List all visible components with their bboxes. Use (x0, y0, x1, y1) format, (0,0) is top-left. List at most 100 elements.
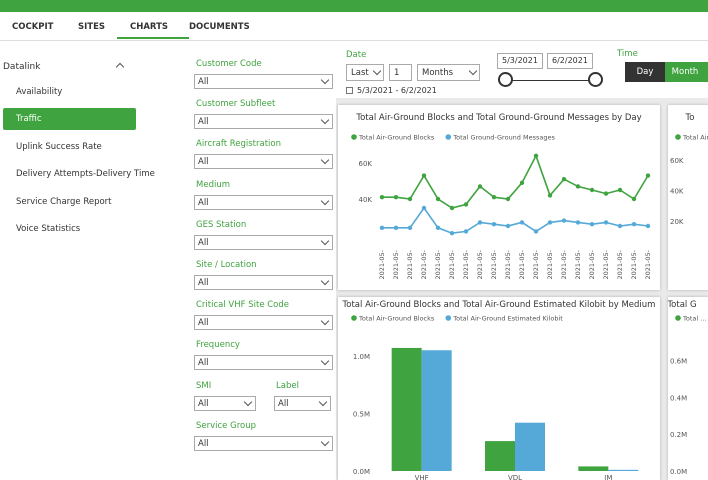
filter-dropdown[interactable]: All (194, 355, 333, 371)
point (533, 229, 539, 234)
filter-dropdown[interactable]: All (194, 114, 333, 130)
date-mode-text: Last (351, 68, 369, 78)
y-tick-label: 20K (670, 218, 684, 226)
date-unit[interactable]: Months (417, 64, 480, 81)
tab-underline (117, 37, 189, 39)
point (421, 173, 427, 178)
chevron (318, 397, 328, 406)
filter-label: Frequency (196, 340, 240, 351)
panel: To Total Air-... 20K 40K 60K (668, 105, 708, 290)
legend-swatch (675, 315, 681, 321)
sidebar-item[interactable]: Uplink Success Rate (16, 141, 102, 152)
end-date[interactable]: 6/2/2021 (547, 53, 593, 69)
chevron (468, 66, 478, 76)
legend-swatch (675, 134, 681, 140)
date-count[interactable]: 1 (389, 64, 412, 81)
chevron (320, 437, 330, 447)
point (547, 193, 553, 198)
chart-title: Total Air-Ground Blocks and Total Air-Gr… (342, 300, 656, 310)
slider-handle[interactable] (588, 72, 603, 87)
y-tick-label: 60K (359, 160, 373, 168)
y-tick-label: 40K (670, 188, 684, 196)
filter-label: Site / Location (196, 260, 257, 270)
top-bar (0, 0, 708, 12)
legend-swatch (445, 315, 452, 321)
y-tick-label: 0.0M (353, 468, 370, 476)
point (547, 220, 553, 225)
x-tick-label: 2021-05- (406, 249, 414, 279)
point (477, 220, 483, 225)
bar (421, 350, 452, 471)
y-tick-label: 60K (670, 157, 684, 165)
sidebar-group[interactable]: Datalink (3, 62, 41, 72)
filter-value: All (198, 438, 209, 449)
filter-dropdown[interactable]: All (194, 154, 333, 170)
separator (0, 40, 708, 41)
point (519, 180, 525, 185)
filter-dropdown[interactable]: All (274, 395, 331, 411)
x-tick-label: 2021-05- (560, 249, 568, 279)
filter-dropdown[interactable]: All (194, 395, 256, 411)
time-label: Time (617, 49, 638, 59)
sidebar-item[interactable]: Voice Statistics (16, 224, 81, 234)
sidebar-item[interactable]: Service Charge Report (16, 196, 112, 207)
filter-dropdown[interactable]: All (194, 74, 333, 89)
time-button[interactable] (704, 62, 708, 82)
point (645, 173, 651, 178)
time-button[interactable]: Month (665, 62, 705, 82)
filter-dropdown[interactable]: All (194, 234, 333, 250)
x-tick-label: 2021-05- (476, 249, 484, 279)
bar (485, 441, 515, 471)
point (379, 195, 385, 200)
filter-label: Critical VHF Site Code (196, 300, 290, 311)
sidebar-item[interactable]: Traffic (16, 114, 42, 125)
start-date[interactable]: 5/3/2021 (497, 53, 543, 69)
filter-dropdown[interactable]: All (194, 315, 333, 331)
filter-value: All (198, 358, 209, 369)
date-unit-text: Months (422, 68, 454, 78)
chevron (320, 276, 330, 286)
chevron (320, 75, 330, 85)
x-tick-label: VDL (508, 474, 522, 480)
x-tick-label: 2021-05- (434, 249, 442, 279)
x-tick-label: 2021-05- (462, 249, 470, 279)
filter-dropdown[interactable]: All (194, 194, 333, 210)
y-tick-label: 0.0M (670, 468, 687, 476)
bar (608, 469, 639, 471)
date-label: Date (346, 50, 367, 60)
filter-dropdown[interactable]: All (194, 275, 333, 290)
point (491, 222, 497, 227)
nav-tab[interactable]: DOCUMENTS (189, 22, 250, 32)
x-tick-label: 2021-05- (644, 249, 652, 279)
slider-handle[interactable] (498, 72, 513, 87)
nav-tab[interactable]: COCKPIT (12, 22, 54, 32)
point (463, 202, 469, 207)
x-tick-label: 2021-05- (392, 249, 400, 279)
chart: Total G Total ... 0.0M 0.2M 0.4M 0.6M (668, 300, 706, 476)
point (449, 205, 455, 211)
nav-tab[interactable]: SITES (78, 22, 106, 32)
point (491, 195, 497, 200)
nav-tab[interactable]: CHARTS (130, 22, 169, 32)
chart-title: Total G (668, 300, 697, 310)
y-tick-label: 0.6M (670, 358, 687, 366)
point (435, 225, 441, 230)
x-tick-label: VHF (415, 474, 429, 480)
calendar-icon[interactable] (346, 87, 353, 94)
x-tick-label: 2021-05- (546, 249, 554, 279)
sidebar-item[interactable]: Availability (16, 87, 63, 97)
point (393, 195, 399, 200)
slider-track (505, 80, 596, 81)
filter-dropdown[interactable]: All (194, 435, 333, 451)
sidebar-item[interactable]: Delivery Attempts-Delivery Time (16, 169, 155, 180)
point (603, 220, 609, 225)
time-button[interactable]: Day (625, 62, 665, 82)
x-tick-label: 2021-05- (602, 249, 610, 279)
collapse-icon[interactable] (115, 62, 125, 72)
line (382, 153, 649, 209)
point (575, 220, 581, 225)
legend-label: Total Air-... (682, 134, 708, 142)
date-mode[interactable]: Last (346, 64, 384, 81)
x-tick-label: 2021-05- (532, 249, 540, 279)
legend-swatch (445, 134, 452, 140)
